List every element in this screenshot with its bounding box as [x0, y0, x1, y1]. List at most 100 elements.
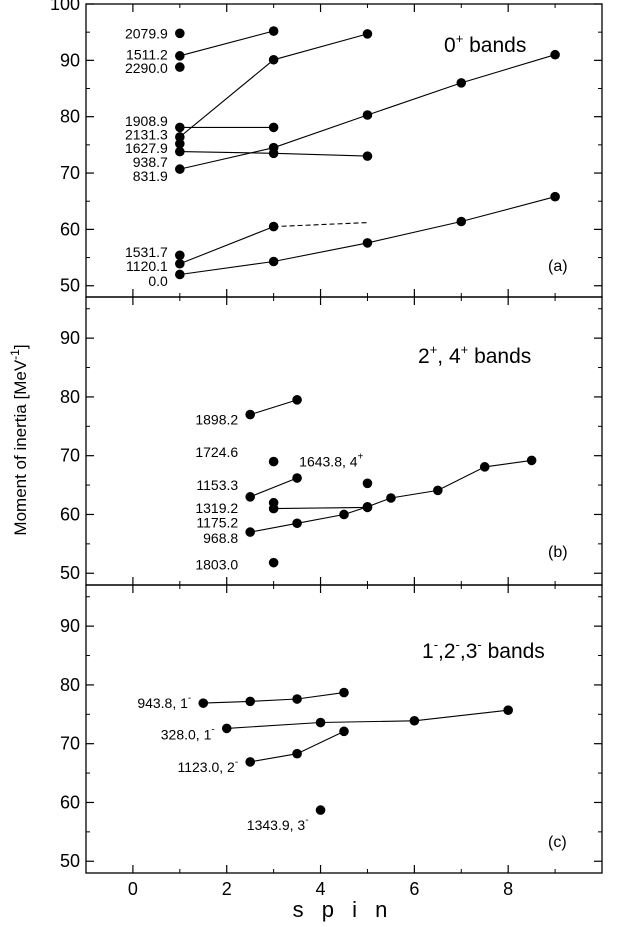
x-axis-ticks: 0 2 4 6 8	[128, 879, 513, 899]
panel-c-series-0-point	[198, 698, 209, 708]
panel-a-series-3-point	[175, 122, 185, 133]
panel-c-series-1-line	[226, 709, 509, 729]
panel-b-series-2-point	[362, 478, 373, 489]
panel-b-point-label: 1643.8, 4+	[299, 452, 363, 470]
panel-a-series-11-point	[456, 216, 467, 227]
panel-a-point-label: 2079.9	[125, 25, 168, 41]
panel-a-series-10-line	[273, 222, 368, 228]
panel-c-letter: (c)	[548, 834, 567, 851]
y-axis-label: Moment of inertia [MeV-1]	[8, 344, 30, 535]
panel-b-point-label: 1724.6	[195, 444, 238, 460]
panel-a-point-label: 1908.9	[125, 113, 168, 129]
panel-a-series-1-point	[175, 51, 185, 61]
panel-c-point-label: 943.8, 1-	[137, 693, 191, 711]
panel-a-y-tick-label: 70	[60, 163, 80, 183]
panel-c-series-1-point	[409, 715, 420, 726]
panel-a-series-9-point	[268, 221, 279, 232]
panel-a-series-0-point	[175, 28, 185, 39]
panel-c-series-1-point	[315, 717, 326, 728]
panel-c-series-0-point	[339, 687, 349, 698]
panel-a-point-label: 831.9	[133, 168, 168, 184]
panel-a-series-1-point	[268, 26, 279, 36]
panel-b-series-6-point	[433, 485, 443, 496]
panel-a-point-label: 1511.2	[126, 47, 168, 63]
panel-b-point-label: 1175.2	[196, 515, 238, 531]
panel-a-letter: (a)	[548, 258, 568, 275]
panel-a-series-3-point	[268, 122, 279, 133]
panel-b-series-7-point	[268, 557, 279, 568]
x-tick-label: 8	[503, 879, 513, 899]
panel-a-y-tick-label: 60	[60, 219, 80, 239]
panel-a-series-2-point	[175, 62, 185, 72]
panel-b-y-tick-label: 90	[60, 328, 80, 348]
panel-c-y-tick-label: 90	[60, 616, 80, 636]
panel-b-y-tick-label: 70	[60, 446, 80, 466]
panel-b-y-tick-label: 50	[60, 563, 80, 583]
panel-a-series-4-point	[175, 132, 185, 142]
panel-c-y-tick-label: 50	[60, 851, 80, 871]
panel-a-point-label: 1531.7	[125, 244, 168, 260]
panel-b-y-tick-label: 60	[60, 504, 80, 524]
panel-a-series-11-point	[175, 269, 185, 280]
panel-a-series-8-point	[175, 250, 185, 261]
panel-c-y-ticks: 50 60 70 80 90	[60, 585, 602, 873]
panel-b-series-6-point	[245, 527, 255, 537]
panel-b-series-3-line	[249, 477, 298, 498]
panel-c-marks	[198, 687, 513, 815]
panel-a-series-4-point	[362, 29, 373, 39]
panel-b-series-6-point	[339, 509, 349, 520]
panel-a-series-11-point	[362, 238, 373, 248]
panel-a-series-1-line	[179, 30, 274, 57]
panel-a-title: 0+ bands	[444, 31, 526, 57]
panel-a-point-label: 2290.0	[125, 60, 168, 76]
panel-b-series-0-line	[250, 399, 298, 416]
panel-a-point-label: 1627.9	[125, 140, 168, 156]
panel-a-y-tick-label: 100	[50, 0, 80, 14]
panel-b-series-0-point	[245, 409, 255, 420]
panel-b-frame	[85, 296, 603, 586]
panel-c-y-tick-label: 70	[60, 734, 80, 754]
panel-c-series-2-point	[245, 757, 255, 767]
panel-a-series-6-point	[456, 78, 467, 88]
panel-a-point-label: 2131.3	[125, 127, 168, 143]
panel-c-title: 1-,2-,3- bands	[422, 637, 545, 663]
panel-b-letter: (b)	[548, 544, 568, 561]
panel-b-series-3-point	[245, 492, 255, 502]
panel-b-series-6-point	[386, 493, 396, 503]
panel-b-point-labels: 1898.2 1724.6 1643.8, 4+ 1153.3 1319.21175.2…	[195, 411, 363, 572]
panel-a-y-tick-label: 50	[60, 276, 80, 296]
panel-c-point-labels: 943.8, 1- 328.0, 1- 1123.0, 2- 1343.9, 3-	[137, 693, 308, 833]
panel-a-series-9-line	[179, 226, 274, 265]
panel-b-y-tick-label: 80	[60, 387, 80, 407]
panel-b-series-6-point	[292, 518, 302, 529]
x-tick-label: 2	[222, 879, 232, 899]
panel-c-series-1-point	[503, 705, 513, 715]
panel-a-series-6-point	[362, 110, 373, 120]
panel-b-point-label: 968.8	[203, 530, 238, 546]
panel-b-series-6-line	[250, 459, 532, 533]
panel-c-y-tick-label: 80	[60, 675, 80, 695]
panel-a-series-6-point	[550, 49, 560, 60]
panel-a-series-11-point	[550, 191, 560, 202]
panel-b-point-label: 1319.2	[195, 500, 238, 516]
panel-a-series-4-line	[179, 33, 368, 138]
panel-c-series-2-point	[339, 726, 349, 737]
panel-a-series-11-point	[268, 256, 279, 267]
panel-b-series-6-point	[526, 455, 537, 466]
panel-c-point-label: 1123.0, 2-	[177, 757, 238, 775]
x-tick-label: 6	[409, 879, 419, 899]
panel-a-y-ticks: 50 60 70 80 90 100	[50, 0, 602, 297]
panel-a-marks	[175, 26, 560, 280]
panel-c-series-2-point	[292, 748, 302, 759]
panel-a-series-9-point	[175, 258, 185, 269]
panel-a-series-5-point	[362, 151, 373, 161]
panel-c-series-3-point	[315, 805, 326, 815]
panel-b-point-label: 1898.2	[195, 411, 238, 427]
panel-c-point-label: 328.0, 1-	[161, 724, 215, 742]
panel-a-point-label: 1120.1	[126, 258, 168, 274]
panel-c-series-0-point	[292, 694, 302, 704]
x-axis-label: s p i n	[293, 897, 394, 922]
